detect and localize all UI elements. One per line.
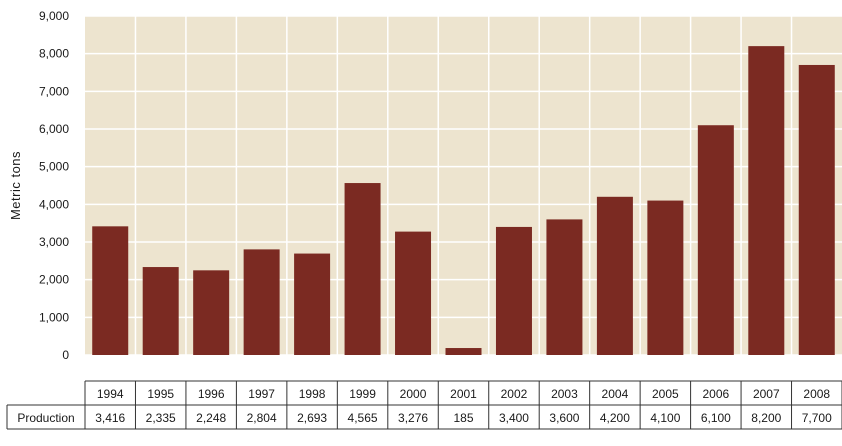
table-year-cell: 1995 [147,387,174,401]
bar-2003 [546,219,583,355]
bar-2002 [495,226,532,355]
bar-2008 [798,64,835,355]
table-value-cell: 4,565 [348,411,378,425]
bar-2005 [647,200,684,355]
table-value-cell: 3,416 [95,411,125,425]
bar-2001 [445,348,482,355]
table-value-cell: 2,248 [196,411,226,425]
table-year-cell: 1996 [198,387,225,401]
table-year-cell: 1998 [299,387,326,401]
table-value-cell: 4,100 [650,411,680,425]
y-axis-label: Metric tons [8,151,23,220]
table-value-cell: 7,700 [802,411,832,425]
table-value-cell: 3,600 [549,411,579,425]
table-value-cell: 2,804 [247,411,277,425]
y-tick-label: 9,000 [39,9,69,23]
table-value-cell: 2,335 [146,411,176,425]
bar-1994 [92,226,129,355]
table-year-cell: 2007 [753,387,780,401]
y-axis-ticks: 0 1,000 2,000 3,000 4,000 5,000 6,000 7,000 8,00… [39,9,69,362]
bar-1995 [142,267,179,355]
table-year-cell: 2003 [551,387,578,401]
y-tick-label: 5,000 [39,160,69,174]
bar-1996 [193,270,230,355]
table-year-cell: 2002 [501,387,528,401]
bar-2000 [395,231,432,355]
bars [92,46,835,356]
y-tick-label: 1,000 [39,310,69,324]
table-year-cell: 2001 [450,387,477,401]
data-table: Production 1994 3,416 1995 2,335 1996 2,248 199… [6,380,842,430]
table-year-cell: 2005 [652,387,679,401]
table-value-cell: 2,693 [297,411,327,425]
table-value-cell: 3,400 [499,411,529,425]
table-value-cell: 6,100 [701,411,731,425]
table-value-cell: 3,276 [398,411,428,425]
table-year-cell: 2004 [602,387,629,401]
bar-2006 [697,125,734,355]
bar-1998 [294,253,331,355]
table-value-cell: 8,200 [751,411,781,425]
y-tick-label: 2,000 [39,273,69,287]
y-tick-label: 0 [62,348,69,362]
bar-1997 [243,249,280,355]
y-tick-label: 7,000 [39,84,69,98]
bar-1999 [344,183,381,355]
bar-2007 [748,46,785,356]
table-year-cell: 1997 [248,387,275,401]
table-value-cell: 185 [453,411,473,425]
table-year-cell: 2008 [803,387,830,401]
table-year-cell: 2000 [400,387,427,401]
table-row-header: Production [17,411,74,425]
table-value-cell: 4,200 [600,411,630,425]
y-tick-label: 8,000 [39,47,69,61]
y-tick-label: 4,000 [39,197,69,211]
table-year-cell: 1994 [97,387,124,401]
table-year-cell: 2006 [702,387,729,401]
bar-2004 [596,196,633,355]
table-year-cell: 1999 [349,387,376,401]
y-tick-label: 6,000 [39,122,69,136]
y-tick-label: 3,000 [39,235,69,249]
